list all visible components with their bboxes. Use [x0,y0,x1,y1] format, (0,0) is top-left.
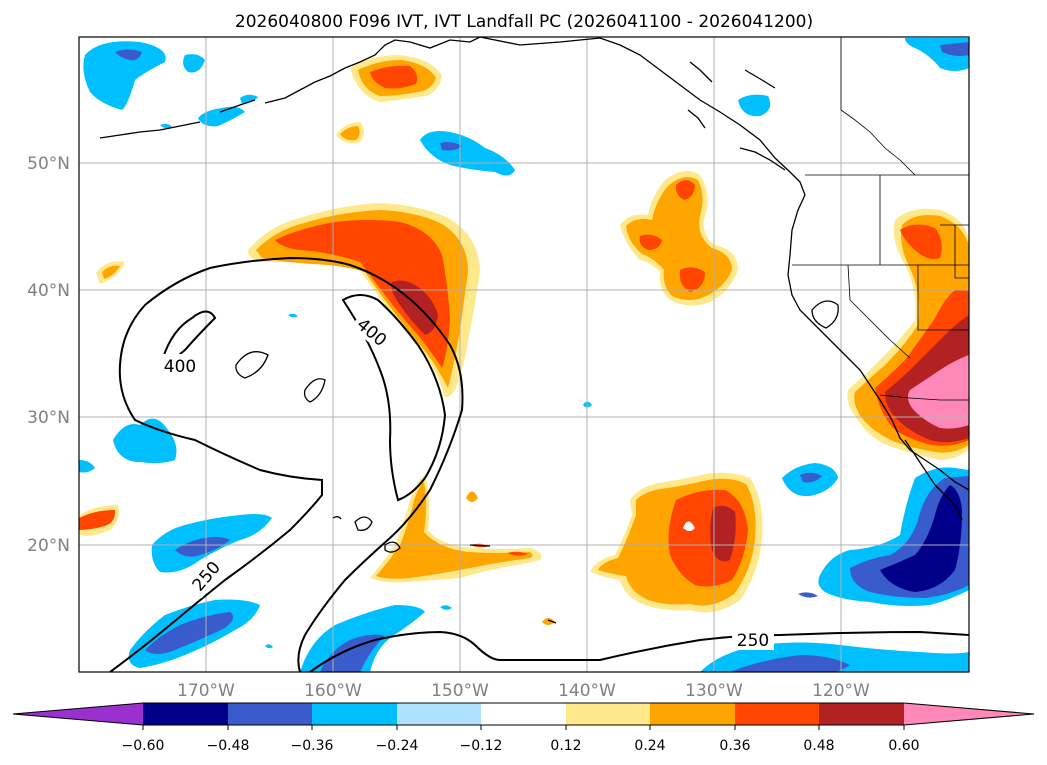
anomaly-region-central-pacific-positive [248,203,480,398]
colorbar: −0.60 −0.48 −0.36 −0.24 −0.12 0.12 0.24 … [12,702,1035,754]
anomaly-region-alaska-positive [96,55,442,284]
latitude-labels: 50°N 40°N 30°N 20°N [27,154,70,556]
map-background [79,37,969,672]
colorbar-bin-7 [650,703,735,725]
colorbar-tick-label: 0.24 [634,738,665,754]
anomaly-small-features [265,313,592,649]
colorbar-tick-label: −0.36 [291,738,334,754]
lat-label-40n: 40°N [27,281,70,301]
lon-label-150w: 150°W [431,681,489,701]
colorbar-bin-6 [566,703,650,725]
graticule [79,37,969,672]
lon-label-160w: 160°W [304,681,362,701]
anomaly-region-nw-pacific-negative [83,41,205,110]
colorbar-tick-label: 0.60 [888,738,919,754]
colorbar-extend-high [904,703,1034,725]
colorbar-bin-3 [312,703,397,725]
longitude-labels: 170°W 160°W 150°W 140°W 130°W 120°W [177,681,870,701]
colorbar-bin-1 [143,703,228,725]
colorbar-tick-label: −0.60 [122,738,165,754]
contour-400-east [341,294,447,502]
anomaly-region-aleutian-negative [160,38,969,176]
coastlines [99,37,969,624]
contour-labels: 400 400 250 250 [160,309,774,651]
contour-label-250-south: 250 [737,631,769,651]
anomaly-region-east-pacific-positive [620,171,738,306]
lat-label-50n: 50°N [27,154,70,174]
lon-label-120w: 120°W [812,681,870,701]
political-boundaries [792,37,969,401]
colorbar-tick-label: 0.12 [550,738,581,754]
lon-label-140w: 140°W [558,681,616,701]
map-border [78,36,970,673]
colorbar-bin-4 [397,703,481,725]
colorbar-tick-label: −0.48 [207,738,250,754]
colorbar-tick-label: 0.36 [719,738,750,754]
anomaly-region-subtropical-east-positive [590,472,763,613]
lon-label-130w: 130°W [685,681,743,701]
contour-label-400-west: 400 [164,357,196,377]
contour-250-south [309,630,969,672]
lat-label-20n: 20°N [27,536,70,556]
colorbar-tick-label: −0.12 [460,738,503,754]
colorbar-bin-2 [228,703,312,725]
contour-250-main [109,256,464,672]
colorbar-tick-label: −0.24 [376,738,419,754]
anomaly-region-mexico-negative [782,463,969,606]
lat-label-30n: 30°N [27,408,70,428]
colorbar-bin-8 [735,703,819,725]
lon-label-170w: 170°W [177,681,235,701]
map-title: 2026040800 F096 IVT, IVT Landfall PC (20… [235,12,813,32]
colorbar-bin-9 [819,703,904,725]
colorbar-tick-label: 0.48 [803,738,834,754]
colorbar-extend-low [13,703,143,725]
colorbar-bin-5 [481,703,566,725]
map-plot-area: 400 400 250 250 [79,37,969,672]
